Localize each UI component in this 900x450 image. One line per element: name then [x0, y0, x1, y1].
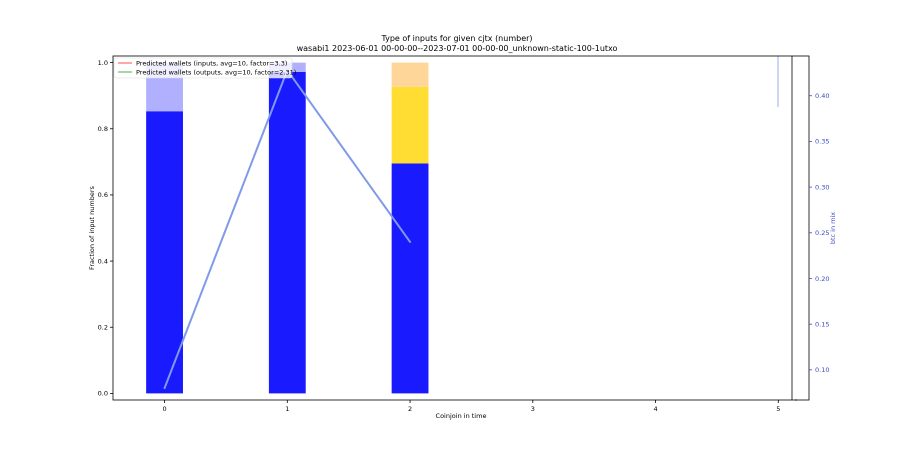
x-tick-label-1: 1 — [285, 405, 289, 413]
chart-title-line2: wasabi1 2023-06-01 00-00-00--2023-07-01 … — [297, 44, 618, 53]
y2-tick-label-1: 0.15 — [815, 320, 829, 328]
legend-label-1: Predicted wallets (outputs, avg=10, fact… — [136, 68, 296, 76]
plot-frame — [112, 55, 810, 401]
y-tick-label-0: 0.0 — [98, 390, 108, 398]
x-tick-label-5: 5 — [776, 405, 780, 413]
y2-tick-label-4: 0.30 — [815, 183, 829, 191]
legend-box — [113, 57, 293, 79]
y-axis-label: Fraction of input numbers — [88, 185, 96, 269]
y2-tick-label-0: 0.10 — [815, 366, 829, 374]
y-tick-label-4: 0.8 — [98, 125, 108, 133]
y-ticks: 0.0 0.2 0.4 0.6 0.8 1.0 — [98, 59, 113, 398]
y2-tick-label-2: 0.20 — [815, 275, 829, 283]
bar-1-segment-0 — [268, 71, 306, 394]
x-tick-label-0: 0 — [162, 405, 166, 413]
y-tick-label-2: 0.4 — [98, 257, 108, 265]
y-tick-label-3: 0.6 — [98, 191, 108, 199]
bar-2-segment-1 — [391, 86, 429, 164]
x-ticks: 0 1 2 3 4 5 — [162, 400, 780, 413]
y2-axis-label: btc in mix — [829, 212, 837, 244]
y-tick-label-5: 1.0 — [98, 59, 108, 67]
bar-2-segment-2 — [391, 62, 429, 87]
y-tick-label-1: 0.2 — [98, 324, 108, 332]
y2-tick-label-6: 0.40 — [815, 92, 829, 100]
x-tick-label-3: 3 — [531, 405, 535, 413]
chart-title-line1: Type of inputs for given cjtx (number) — [380, 34, 532, 43]
legend: Predicted wallets (inputs, avg=10, facto… — [113, 57, 296, 79]
y2-tick-label-5: 0.35 — [815, 138, 829, 146]
x-tick-label-2: 2 — [408, 405, 412, 413]
legend-label-0: Predicted wallets (inputs, avg=10, facto… — [136, 59, 287, 67]
y2-ticks: 0.10 0.15 0.20 0.25 0.30 0.35 0.40 — [809, 92, 829, 374]
y2-tick-label-3: 0.25 — [815, 229, 829, 237]
bar-0-segment-0 — [146, 111, 183, 394]
x-tick-label-4: 4 — [653, 405, 657, 413]
bar-2-segment-0 — [391, 163, 429, 394]
bars-group — [146, 62, 429, 394]
x-axis-label: Coinjoin in time — [436, 412, 487, 420]
